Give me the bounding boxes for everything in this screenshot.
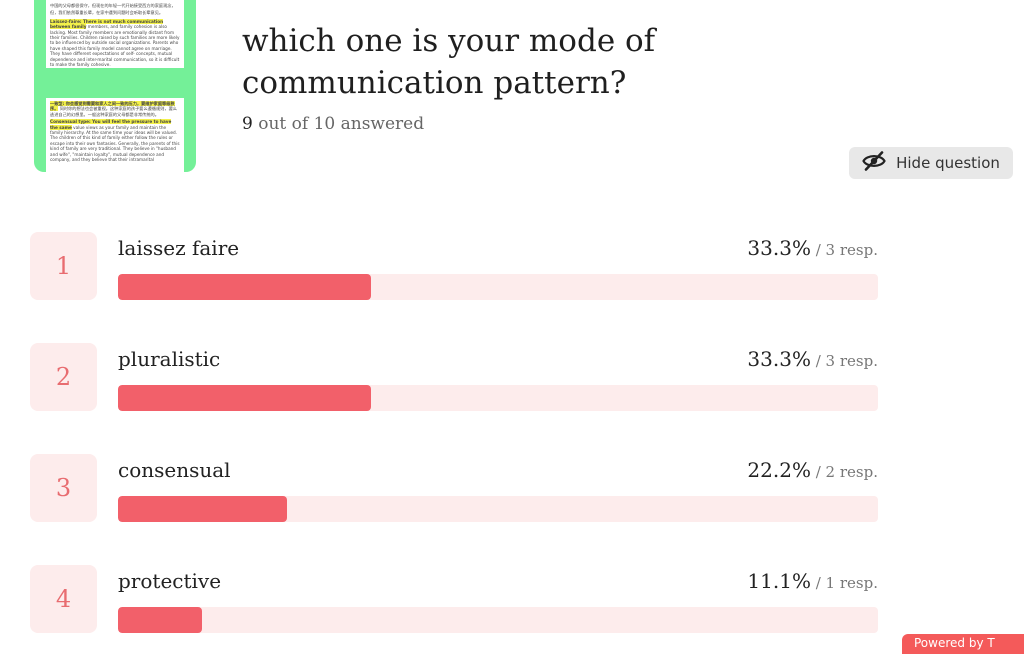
option-row: 2 pluralistic 33.3% / 3 resp. (30, 343, 880, 413)
option-stat: 11.1% / 1 resp. (747, 569, 878, 593)
option-responses: / 1 resp. (810, 574, 878, 592)
document-preview-bottom: 一致型: 你会感觉到需要和家人之间一致的压力，要维护家庭等级秩序。 同时你的想法… (46, 98, 184, 172)
thumb-line: 逃进自己的幻想里。一般这种家庭的父母都是非常传统的。 (50, 111, 159, 117)
option-progress-fill (118, 274, 372, 300)
question-image-thumbnail[interactable]: 中国的父母都很保守，但现在的年轻一代开始接受西方的家庭观念， 但，我们依然尊重长… (34, 0, 196, 172)
thumb-line: cannot agree on marriage. They have diff… (50, 45, 172, 57)
option-index: 1 (30, 232, 97, 300)
thumb-line: members are emotionally distant from the… (50, 29, 175, 41)
option-label: laissez faire (118, 236, 240, 260)
option-progress-track (118, 385, 878, 411)
thumb-line: believe in "husband and wife", "maintain… (50, 146, 176, 157)
thumb-line: same time your ideas will be valued. The… (50, 130, 178, 141)
option-stat: 33.3% / 3 resp. (747, 236, 878, 260)
option-label: pluralistic (118, 347, 221, 371)
answered-suffix: out of 10 answered (252, 114, 425, 134)
option-responses: / 3 resp. (810, 352, 878, 370)
option-stat: 33.3% / 3 resp. (747, 347, 878, 371)
thumb-line: social organizations. Parents who have s… (50, 40, 179, 51)
option-progress-fill (118, 607, 203, 633)
option-percent: 33.3% (747, 347, 811, 371)
thumb-line: it is difficult to make the family cohes… (50, 56, 180, 68)
option-row: 1 laissez faire 33.3% / 3 resp. (30, 232, 880, 302)
thumb-line: concepts, mutual dependence and inter-ma… (50, 51, 173, 62)
eye-off-icon (862, 151, 886, 175)
option-percent: 22.2% (747, 458, 811, 482)
option-percent: 33.3% (747, 236, 811, 260)
option-row: 3 consensual 22.2% / 2 resp. (30, 454, 880, 524)
option-label: consensual (118, 458, 231, 482)
thumb-line: members, and family cohesion is also lac… (50, 24, 167, 35)
option-responses: / 2 resp. (810, 463, 878, 481)
option-progress-track (118, 496, 878, 522)
option-responses: / 3 resp. (810, 241, 878, 259)
option-label: protective (118, 569, 222, 593)
option-stat: 22.2% / 2 resp. (747, 458, 878, 482)
option-progress-track (118, 274, 878, 300)
option-index: 4 (30, 565, 97, 633)
answered-count: 9 out of 10 answered (242, 114, 424, 134)
option-index: 3 (30, 454, 97, 522)
option-index: 2 (30, 343, 97, 411)
powered-by-badge[interactable]: Powered by T (902, 634, 1024, 654)
hide-question-label: Hide question (896, 154, 1000, 172)
answered-number: 9 (242, 114, 253, 134)
thumb-line: 但，我们依然尊重长辈，在家中遇到问题时会听取长辈意见。 (50, 10, 164, 16)
option-row: 4 protective 11.1% / 1 resp. (30, 565, 880, 635)
hide-question-button[interactable]: Hide question (849, 147, 1013, 179)
option-percent: 11.1% (747, 569, 811, 593)
thumb-line: dependence and company, and they believe… (50, 151, 165, 163)
option-progress-fill (118, 496, 287, 522)
thumb-line: 同时你的想法也会被重视。这种家庭的孩子要么遵循规则，要么 (59, 106, 177, 112)
question-title: which one is your mode of communication … (242, 23, 656, 101)
thumb-line: family either follow the rules or escape… (50, 135, 173, 146)
option-progress-track (118, 607, 878, 633)
thumb-line: Generally, the parents of this kind of f… (50, 140, 180, 152)
thumb-line: value views as your family and maintain … (50, 124, 167, 136)
thumb-line: raised by such families are more likely … (50, 35, 180, 46)
option-progress-fill (118, 385, 372, 411)
thumb-line: 中国的父母都很保守，但现在的年轻一代开始接受西方的家庭观念， (50, 3, 176, 8)
document-preview-top: 中国的父母都很保守，但现在的年轻一代开始接受西方的家庭观念， 但，我们依然尊重长… (46, 0, 184, 68)
